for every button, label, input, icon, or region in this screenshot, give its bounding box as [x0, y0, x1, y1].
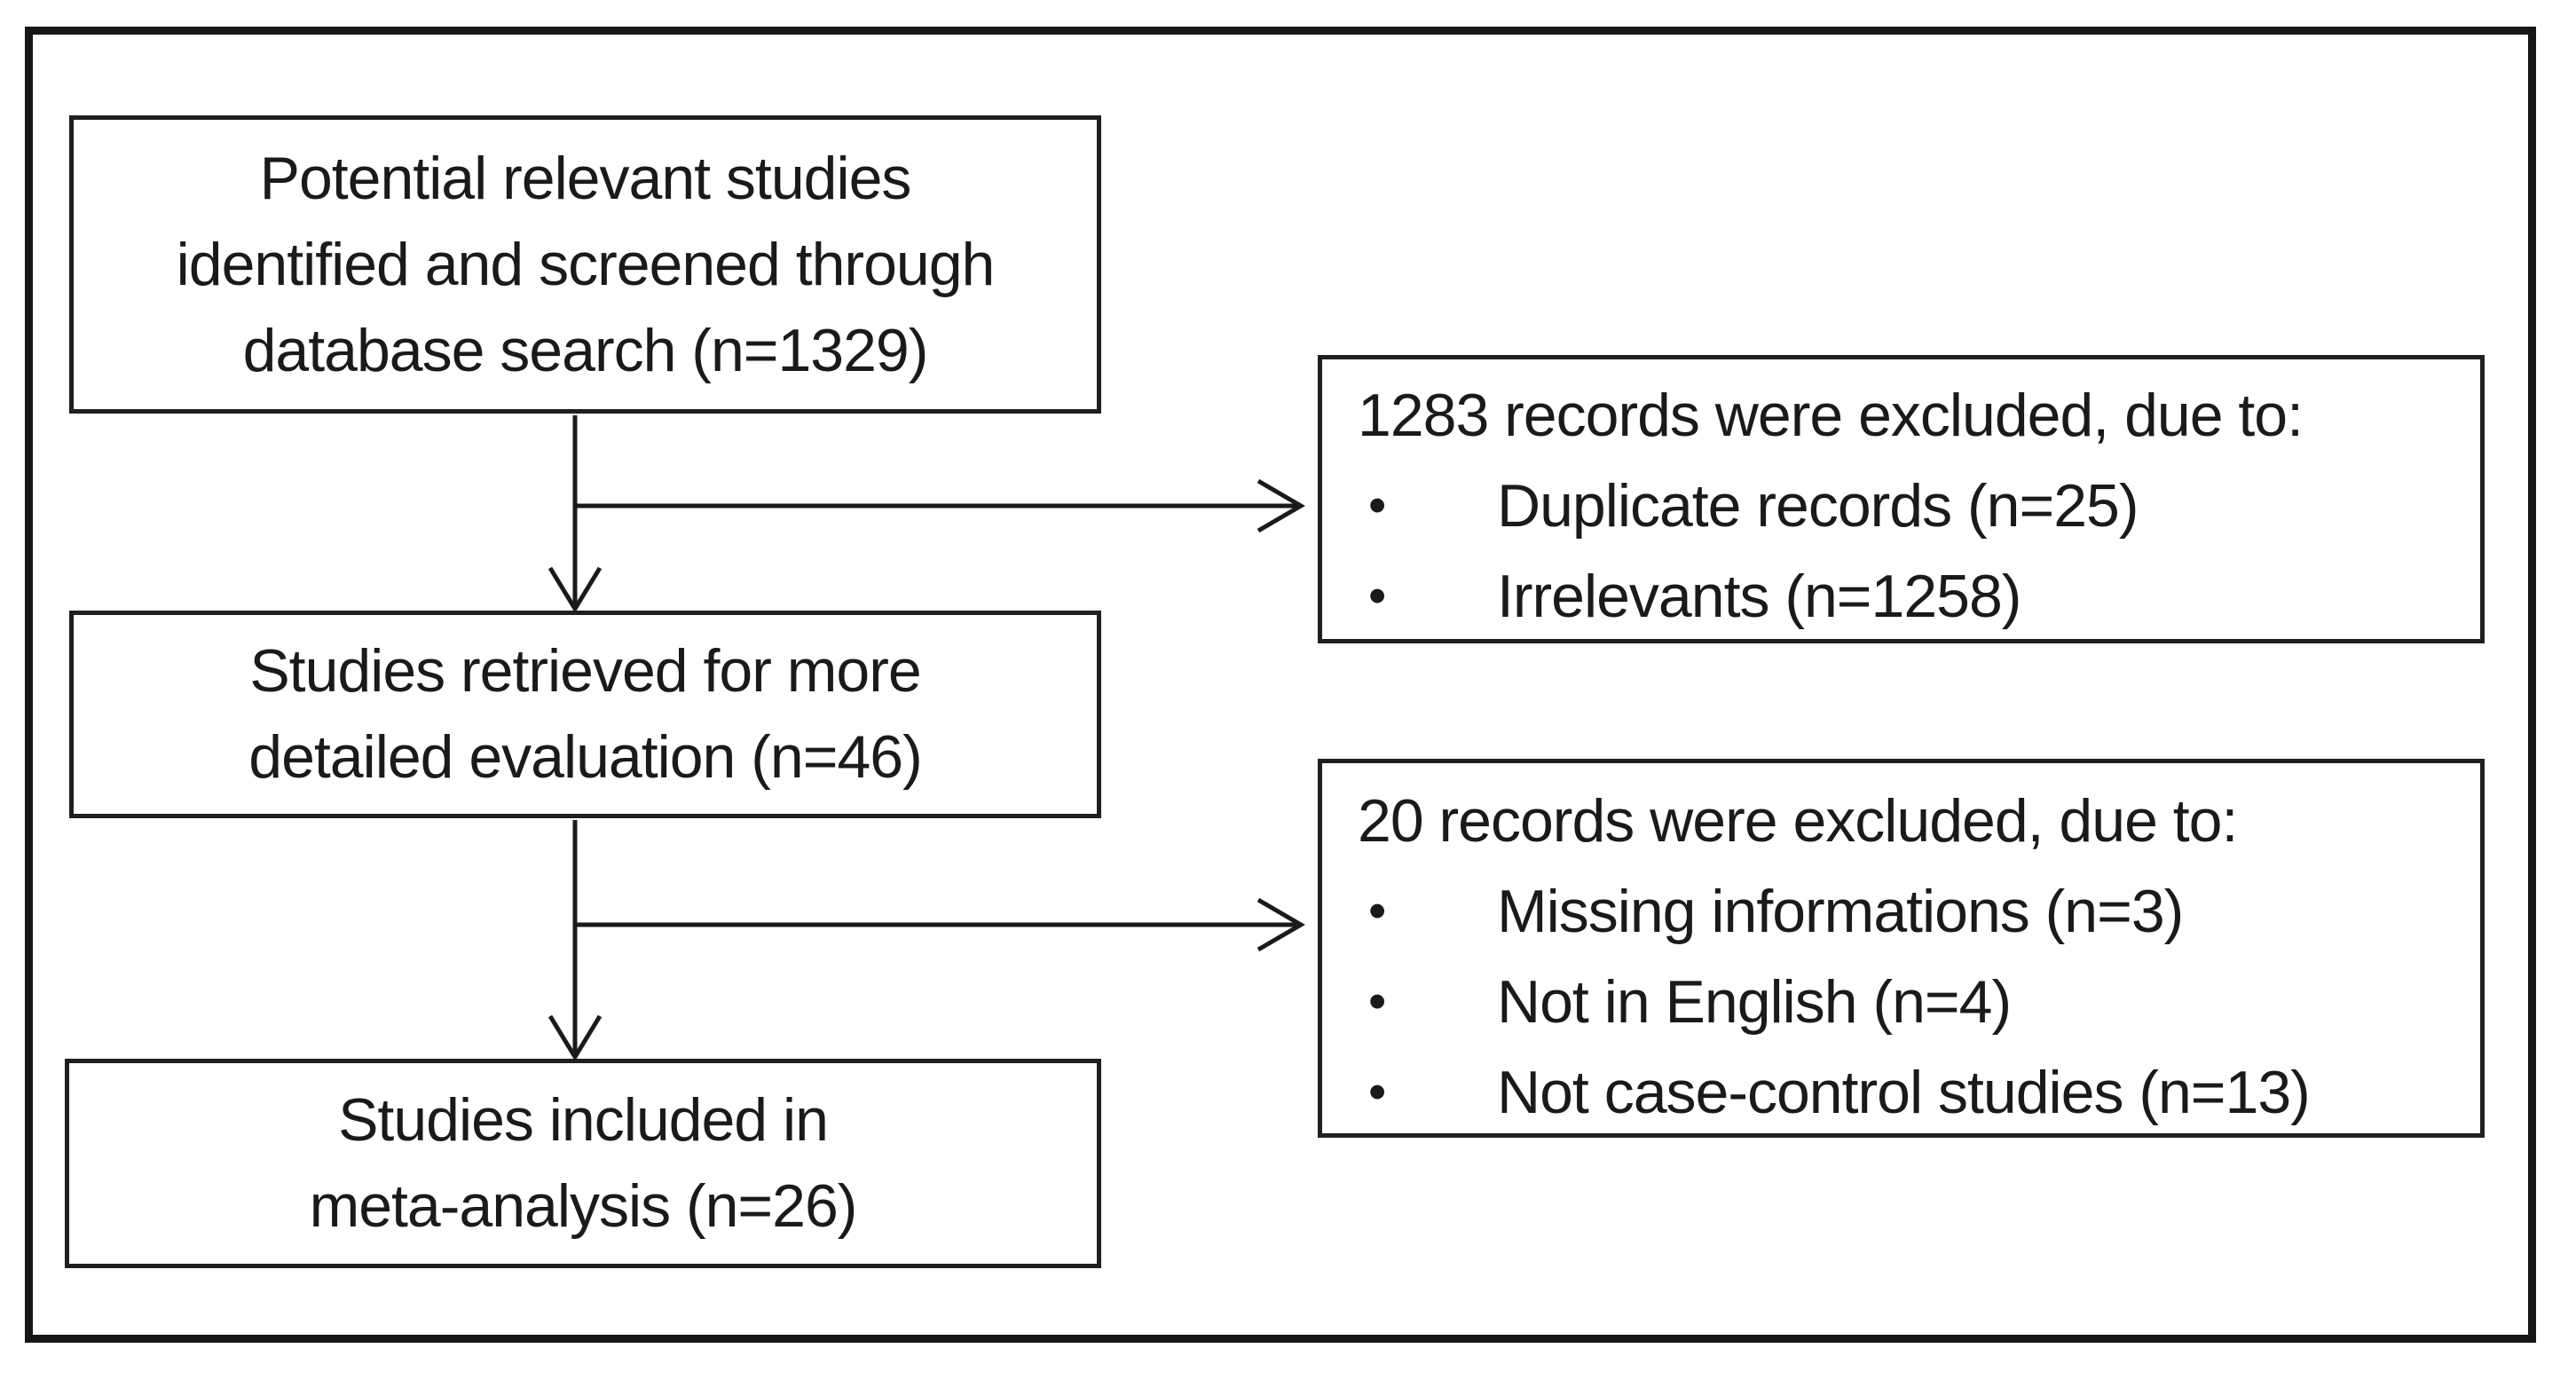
list-item: • Irrelevants (n=1258) [1358, 551, 2462, 642]
exclusion-heading: 20 records were excluded, due to: [1358, 787, 2238, 855]
bullet-icon: • [1368, 973, 1386, 1030]
diagram-outer-border [25, 27, 2536, 1343]
node-excluded-eligibility: 20 records were excluded, due to: • Miss… [1318, 759, 2485, 1138]
node-text-line: Studies retrieved for more [249, 637, 921, 705]
list-item: • Not case-control studies (n=13) [1358, 1047, 2462, 1138]
bullet-icon: • [1368, 1063, 1386, 1121]
exclusion-reason: Not case-control studies (n=13) [1497, 1059, 2311, 1126]
list-item: • Missing informations (n=3) [1358, 866, 2462, 957]
node-identified-studies: Potential relevant studies identified an… [69, 115, 1101, 414]
node-text-line: database search (n=1329) [242, 316, 929, 384]
bullet-icon: • [1368, 567, 1386, 625]
node-text-line: meta-analysis (n=26) [309, 1172, 858, 1240]
node-text-line: Potential relevant studies [259, 144, 912, 212]
exclusion-reason: Irrelevants (n=1258) [1497, 563, 2021, 630]
exclusion-reason: Missing informations (n=3) [1497, 878, 2184, 945]
exclusion-reason: Duplicate records (n=25) [1497, 472, 2139, 540]
node-included-studies: Studies included in meta-analysis (n=26) [65, 1059, 1101, 1268]
list-item: • Not in English (n=4) [1358, 957, 2462, 1047]
list-item: • Duplicate records (n=25) [1358, 461, 2462, 551]
bullet-icon: • [1368, 882, 1386, 940]
bullet-icon: • [1368, 477, 1386, 534]
exclusion-heading: 1283 records were excluded, due to: [1358, 382, 2304, 449]
node-excluded-screening: 1283 records were excluded, due to: • Du… [1318, 355, 2485, 643]
node-text-line: Studies included in [338, 1086, 829, 1154]
node-retrieved-studies: Studies retrieved for more detailed eval… [69, 611, 1101, 818]
exclusion-reason: Not in English (n=4) [1497, 968, 2012, 1036]
node-text-line: detailed evaluation (n=46) [248, 723, 922, 791]
node-text-line: identified and screened through [176, 230, 996, 298]
